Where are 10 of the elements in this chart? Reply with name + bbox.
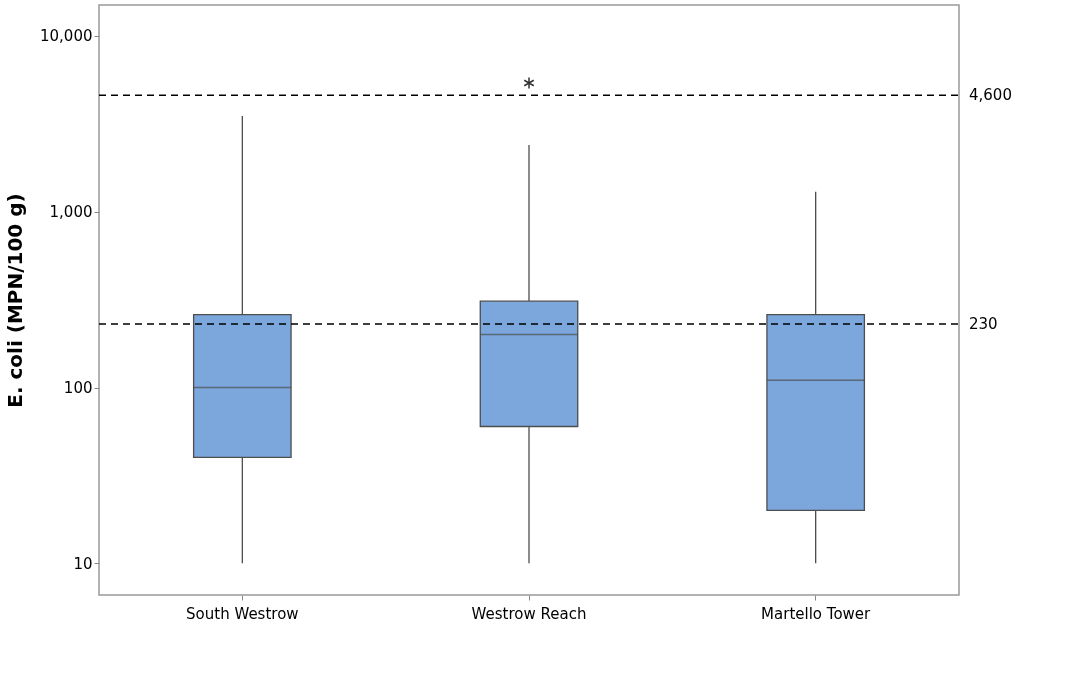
y-tick-label: 10 [73, 554, 93, 573]
y-tick-label: 1,000 [49, 203, 93, 222]
ref-line-label: 230 [969, 314, 998, 333]
ref-line-label: 4,600 [969, 86, 1012, 105]
x-tick-label: South Westrow [186, 604, 299, 623]
x-tick-label: Martello Tower [761, 604, 872, 623]
y-tick-label: 10,000 [40, 27, 93, 46]
x-tick-label: Westrow Reach [471, 604, 587, 623]
y-axis-title: E. coli (MPN/100 g) [3, 193, 28, 408]
y-tick-label: 100 [63, 379, 93, 397]
